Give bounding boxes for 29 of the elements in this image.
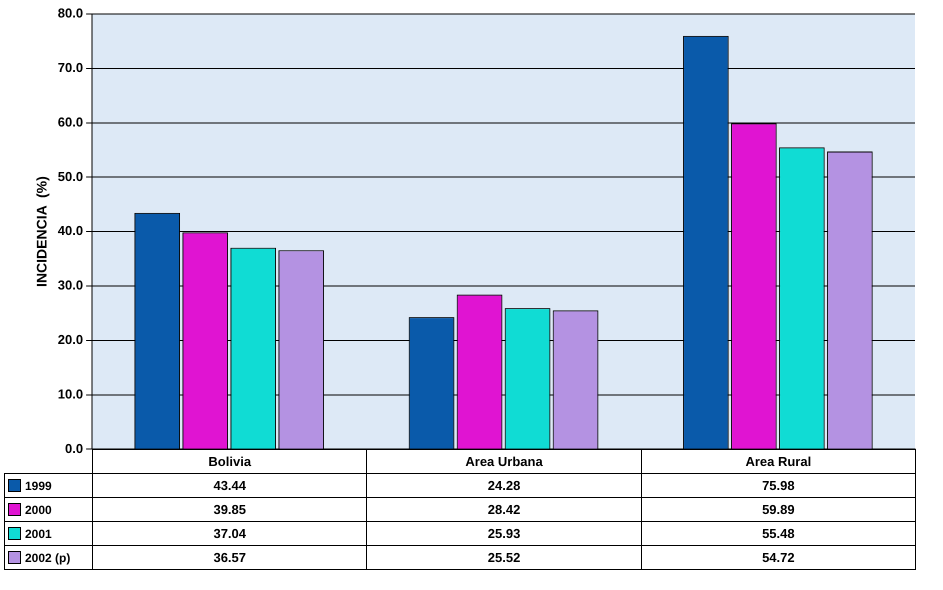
legend-label: 2001: [4, 521, 94, 546]
data-label: 75.98: [640, 473, 916, 498]
data-label: 36.57: [92, 545, 368, 570]
data-label: 59.89: [640, 497, 916, 522]
data-label: 54.72: [640, 545, 916, 570]
y-tick-label: 30.0: [58, 278, 84, 293]
x-tick-label: Area Urbana: [366, 449, 642, 474]
y-tick-label: 10.0: [58, 386, 84, 402]
legend-label: 2002 (p): [4, 545, 94, 570]
data-label: 28.42: [366, 497, 642, 522]
data-label: 24.28: [366, 473, 642, 498]
y-tick-label: 50.0: [58, 168, 84, 184]
legend-label: 1999: [4, 473, 94, 498]
y-tick-label: 60.0: [58, 114, 84, 130]
x-tick-label: Bolivia: [92, 449, 368, 474]
data-label: 55.48: [640, 521, 916, 546]
data-label: 25.93: [366, 521, 642, 546]
y-axis-title: INCIDENCIA (%): [33, 176, 50, 287]
x-tick-label: Area Rural: [640, 449, 916, 474]
y-tick-label: 40.0: [58, 223, 84, 238]
data-label: 25.52: [366, 545, 642, 570]
y-tick-label: 0.0: [65, 440, 84, 456]
y-tick-label: 80.0: [58, 6, 84, 21]
data-label: 43.44: [92, 473, 368, 498]
y-tick-label: 20.0: [58, 332, 84, 347]
data-label: 39.85: [92, 497, 368, 522]
data-label: 37.04: [92, 521, 368, 546]
legend-label: 2000: [4, 497, 94, 522]
y-tick-label: 70.0: [58, 60, 84, 75]
